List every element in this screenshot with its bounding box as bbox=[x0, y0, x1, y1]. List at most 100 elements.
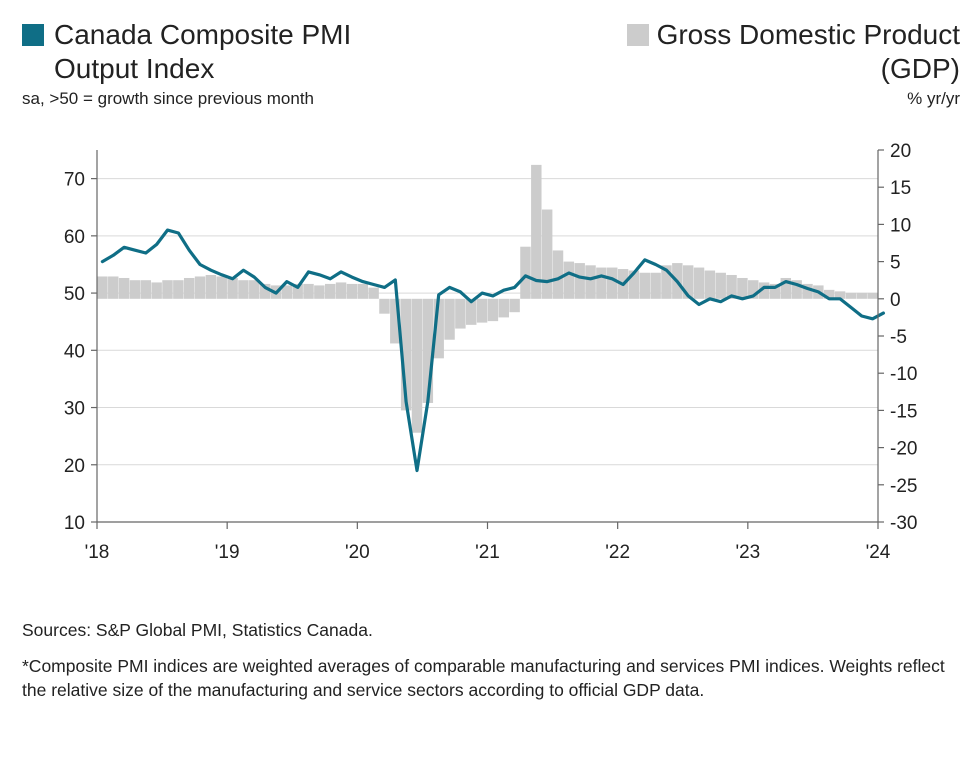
gdp-bar bbox=[183, 277, 195, 299]
gdp-bar bbox=[194, 276, 206, 299]
pmi-legend-title-line1: Canada Composite PMI bbox=[54, 19, 352, 50]
gdp-bar bbox=[108, 276, 119, 299]
gdp-bar bbox=[802, 283, 813, 299]
gdp-bar bbox=[205, 274, 217, 299]
pmi-legend-subtitle: sa, >50 = growth since previous month bbox=[22, 89, 314, 108]
left-tick-label: 10 bbox=[64, 513, 85, 534]
gdp-bar bbox=[780, 277, 792, 299]
axes bbox=[91, 149, 884, 529]
x-tick-label: '18 bbox=[85, 542, 110, 563]
left-tick-label: 20 bbox=[64, 456, 85, 477]
gdp-bar bbox=[737, 277, 748, 299]
gdp-bar bbox=[400, 298, 412, 411]
x-tick-label: '20 bbox=[345, 542, 370, 563]
gdp-bar bbox=[368, 287, 379, 299]
gdp-bar bbox=[845, 292, 857, 299]
left-tick-label: 40 bbox=[64, 341, 85, 362]
chart-footer: Sources: S&P Global PMI, Statistics Cana… bbox=[22, 618, 952, 714]
right-tick-label: 5 bbox=[890, 253, 901, 274]
gdp-bar bbox=[769, 283, 781, 299]
gdp-bar bbox=[748, 280, 759, 299]
gdp-bar bbox=[596, 267, 607, 299]
gdp-bar bbox=[487, 298, 499, 322]
gdp-bar bbox=[162, 280, 173, 299]
tick-labels: 1020304050607020151050-5-10-15-20-25-30'… bbox=[64, 141, 918, 563]
x-tick-label: '19 bbox=[215, 542, 240, 563]
gdp-bar bbox=[639, 272, 651, 299]
left-tick-label: 60 bbox=[64, 227, 85, 248]
gdp-legend-subtitle: % yr/yr bbox=[907, 89, 960, 108]
right-tick-label: -30 bbox=[890, 513, 917, 534]
gdp-bar bbox=[303, 283, 314, 299]
left-tick-label: 70 bbox=[64, 170, 85, 191]
gdp-bar bbox=[216, 276, 227, 299]
gdp-legend-swatch bbox=[626, 24, 649, 46]
gdp-bar bbox=[249, 280, 260, 299]
gdp-bar bbox=[693, 267, 705, 299]
left-tick-label: 50 bbox=[64, 284, 85, 305]
right-tick-label: 0 bbox=[890, 290, 901, 311]
gridlines bbox=[97, 178, 878, 466]
gdp-bar bbox=[791, 280, 802, 299]
left-tick-label: 30 bbox=[64, 399, 85, 420]
gdp-bar bbox=[715, 272, 726, 299]
gdp-bar bbox=[563, 261, 575, 299]
right-tick-label: 15 bbox=[890, 178, 911, 199]
gdp-bar bbox=[531, 164, 542, 299]
gdp-bar bbox=[173, 280, 184, 299]
gdp-bar bbox=[628, 270, 640, 299]
gdp-bar bbox=[509, 298, 520, 313]
gdp-bar bbox=[129, 280, 141, 299]
gdp-bar bbox=[455, 298, 466, 329]
right-tick-label: -15 bbox=[890, 401, 917, 422]
gdp-bar bbox=[552, 250, 564, 299]
gdp-bars bbox=[97, 164, 878, 433]
pmi-line bbox=[100, 228, 886, 473]
gdp-bar bbox=[324, 283, 336, 299]
gdp-bar bbox=[97, 276, 108, 299]
gdp-bar bbox=[574, 263, 585, 299]
gdp-bar bbox=[433, 298, 444, 359]
gdp-bar bbox=[238, 280, 249, 299]
gdp-bar bbox=[541, 209, 553, 299]
legend-gdp: Gross Domestic Product (GDP) % yr/yr bbox=[540, 18, 960, 110]
right-tick-label: -20 bbox=[890, 439, 917, 460]
gdp-bar bbox=[476, 298, 488, 323]
gdp-bar bbox=[346, 283, 358, 299]
gdp-bar bbox=[834, 291, 846, 299]
gdp-bar bbox=[650, 272, 661, 299]
gdp-bar bbox=[704, 270, 716, 299]
x-tick-label: '21 bbox=[475, 542, 500, 563]
gdp-bar bbox=[292, 283, 303, 299]
gdp-bar bbox=[823, 289, 835, 299]
gdp-bar bbox=[227, 277, 238, 299]
gdp-bar bbox=[856, 292, 867, 299]
gdp-bar bbox=[422, 298, 434, 403]
gdp-bar bbox=[259, 283, 271, 299]
legend-pmi: Canada Composite PMI Output Index sa, >50… bbox=[22, 18, 542, 110]
gdp-bar bbox=[520, 246, 531, 299]
gdp-bar bbox=[281, 285, 293, 299]
gdp-bar bbox=[607, 267, 618, 299]
chart-area: 1020304050607020151050-5-10-15-20-25-30'… bbox=[64, 141, 918, 563]
pmi-line-group bbox=[100, 228, 886, 473]
pmi-legend-title-line2: Output Index bbox=[54, 53, 215, 84]
gdp-bar bbox=[585, 265, 596, 299]
x-tick-label: '22 bbox=[605, 542, 630, 563]
gdp-bar bbox=[466, 298, 477, 325]
gdp-bar bbox=[411, 298, 423, 433]
gdp-bar bbox=[140, 280, 152, 299]
right-tick-label: 20 bbox=[890, 141, 911, 162]
gdp-bar bbox=[335, 282, 347, 299]
gdp-bar bbox=[151, 282, 162, 299]
right-tick-label: -25 bbox=[890, 476, 917, 497]
gdp-bar bbox=[314, 285, 325, 299]
gdp-bar bbox=[444, 298, 455, 340]
sources-note: Sources: S&P Global PMI, Statistics Cana… bbox=[22, 620, 373, 640]
x-tick-label: '23 bbox=[735, 542, 760, 563]
right-tick-label: 10 bbox=[890, 215, 911, 236]
gdp-legend-title-line2: (GDP) bbox=[880, 53, 960, 84]
gdp-bar bbox=[379, 298, 390, 314]
gdp-bar bbox=[661, 265, 672, 299]
gdp-bar bbox=[867, 292, 878, 299]
